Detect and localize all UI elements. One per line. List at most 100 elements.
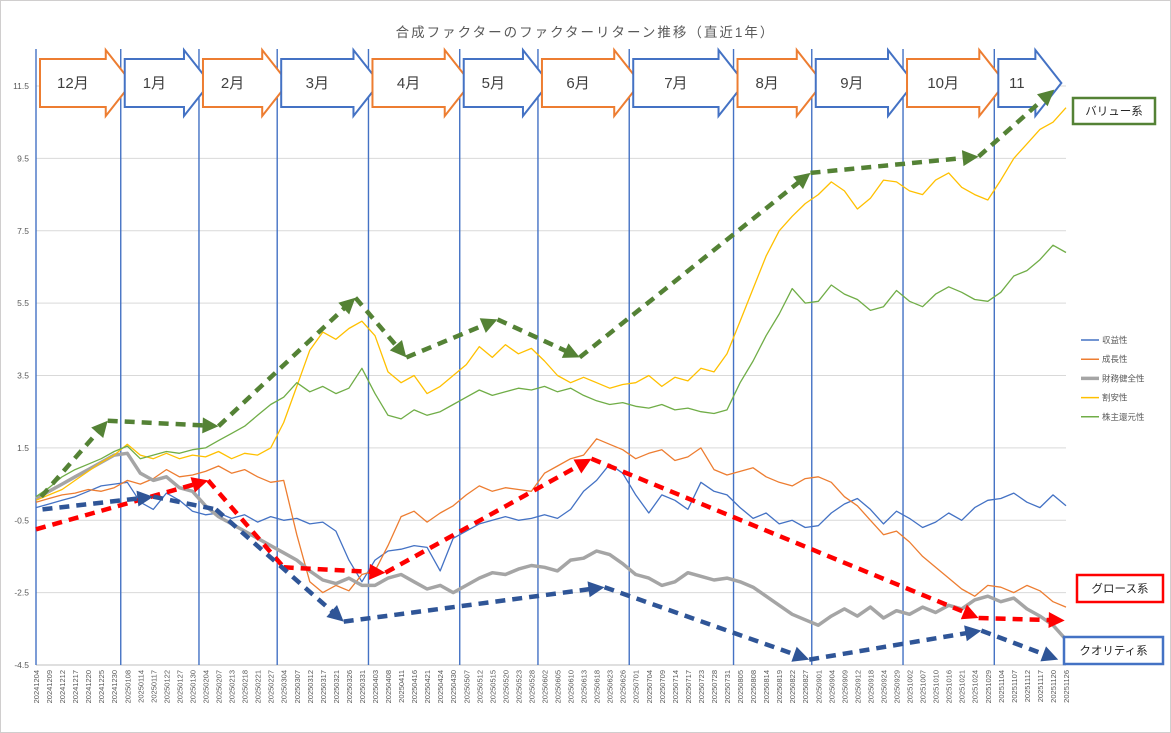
month-arrow-label: 3月 [306, 75, 329, 92]
svg-text:20250424: 20250424 [436, 670, 445, 703]
month-arrow [736, 47, 825, 119]
svg-text:20250805: 20250805 [736, 670, 745, 703]
series-line-4 [35, 107, 1067, 501]
month-arrows: 12月 1月 2月 3月 4月 5月 6月 7月 8月 9月 10月 11 [39, 47, 1063, 119]
svg-text:20250613: 20250613 [580, 670, 589, 703]
month-arrow [540, 47, 642, 119]
svg-text:20250227: 20250227 [267, 670, 276, 703]
month-arrow-label: 6月 [566, 75, 589, 92]
series-line-2 [35, 438, 1067, 608]
svg-text:20250127: 20250127 [175, 670, 184, 703]
annotation-quality-label: クオリティ系 [1062, 635, 1165, 666]
month-arrow-label: 5月 [482, 75, 505, 92]
svg-text:20251016: 20251016 [945, 670, 954, 703]
month-arrow [632, 47, 746, 119]
trend-arrowhead [1048, 612, 1065, 628]
svg-text:20250909: 20250909 [840, 670, 849, 703]
svg-text:20250512: 20250512 [475, 670, 484, 703]
month-arrow-label: 4月 [397, 75, 420, 92]
trend-arrowhead [326, 605, 344, 622]
svg-text:20250520: 20250520 [501, 670, 510, 703]
svg-text:20241220: 20241220 [84, 670, 93, 703]
svg-text:20250117: 20250117 [149, 670, 158, 703]
svg-text:20250929: 20250929 [893, 670, 902, 703]
svg-text:20250321: 20250321 [332, 670, 341, 703]
svg-text:20250122: 20250122 [162, 670, 171, 703]
month-arrow [814, 47, 916, 119]
month-arrow [280, 47, 381, 119]
svg-text:20250822: 20250822 [788, 670, 797, 703]
svg-text:1.5: 1.5 [17, 443, 29, 453]
legend-label: 割安性 [1102, 393, 1128, 403]
legend-label: 収益性 [1102, 335, 1128, 345]
month-arrow [997, 47, 1063, 119]
svg-text:20250610: 20250610 [567, 670, 576, 703]
svg-text:-2.5: -2.5 [14, 588, 29, 598]
svg-text:20250704: 20250704 [645, 670, 654, 703]
trend-arrowhead [960, 604, 979, 620]
series-line-1 [35, 463, 1067, 583]
svg-text:20250717: 20250717 [684, 670, 693, 703]
svg-text:20250912: 20250912 [853, 670, 862, 703]
month-boundary-lines [35, 49, 995, 665]
svg-text:20250416: 20250416 [410, 670, 419, 703]
month-arrow [462, 47, 551, 119]
trend-arrowhead [1037, 89, 1055, 107]
svg-text:20251126: 20251126 [1062, 670, 1071, 703]
trend-arrowhead [338, 297, 356, 315]
trend-arrowhead [136, 490, 154, 507]
svg-text:20250901: 20250901 [814, 670, 823, 703]
svg-text:20250421: 20250421 [423, 670, 432, 703]
svg-text:9.5: 9.5 [17, 153, 29, 163]
svg-text:20250430: 20250430 [449, 670, 458, 703]
svg-text:20250221: 20250221 [254, 670, 263, 703]
svg-text:20241230: 20241230 [110, 670, 119, 703]
svg-text:20251007: 20251007 [919, 670, 928, 703]
svg-text:20251117: 20251117 [1036, 670, 1045, 702]
x-axis-labels: 20241204 20241209 20241212 20241217 20241220… [32, 670, 1071, 703]
trend-arrowhead [561, 343, 580, 358]
svg-text:20251029: 20251029 [984, 670, 993, 703]
svg-text:20250317: 20250317 [319, 670, 328, 703]
svg-text:20250331: 20250331 [358, 670, 367, 703]
svg-text:20241217: 20241217 [71, 670, 80, 703]
svg-text:20250130: 20250130 [188, 670, 197, 703]
svg-text:20250108: 20250108 [123, 670, 132, 703]
svg-text:20250523: 20250523 [514, 670, 523, 703]
trend-arrowhead [791, 646, 810, 662]
svg-text:20250819: 20250819 [775, 670, 784, 703]
month-arrow [39, 47, 134, 119]
trend-arrowhead [202, 417, 219, 434]
svg-text:20251024: 20251024 [971, 670, 980, 703]
svg-text:20250207: 20250207 [215, 670, 224, 703]
month-arrow-label: 8月 [755, 75, 778, 92]
svg-text:20250528: 20250528 [527, 670, 536, 703]
svg-text:20250602: 20250602 [540, 670, 549, 703]
trend-arrowhead [961, 150, 979, 167]
svg-text:20250728: 20250728 [710, 670, 719, 703]
svg-text:20250307: 20250307 [293, 670, 302, 703]
svg-text:20241209: 20241209 [45, 670, 54, 703]
legend-label: 財務健全性 [1102, 373, 1145, 383]
svg-text:20251112: 20251112 [1023, 670, 1032, 702]
svg-text:-4.5: -4.5 [14, 660, 29, 670]
trend-arrowhead [190, 477, 209, 493]
svg-text:-0.5: -0.5 [14, 515, 29, 525]
trend-arrowhead [573, 458, 592, 474]
svg-text:20250904: 20250904 [827, 670, 836, 703]
svg-text:20250218: 20250218 [241, 670, 250, 703]
svg-text:20250618: 20250618 [593, 670, 602, 703]
trend-arrow-value [39, 89, 1055, 499]
svg-text:3.5: 3.5 [17, 371, 29, 381]
svg-text:20251120: 20251120 [1049, 670, 1058, 703]
svg-text:20250918: 20250918 [866, 670, 875, 703]
annotation-text: バリュー系 [1085, 105, 1143, 118]
annotation-growth-label: グロース系 [1075, 573, 1165, 604]
series-line-5 [35, 244, 1067, 498]
svg-text:20250924: 20250924 [879, 670, 888, 703]
trend-arrowhead [389, 340, 407, 358]
annotation-text: クオリティ系 [1079, 645, 1147, 658]
trend-arrowhead [369, 563, 386, 580]
